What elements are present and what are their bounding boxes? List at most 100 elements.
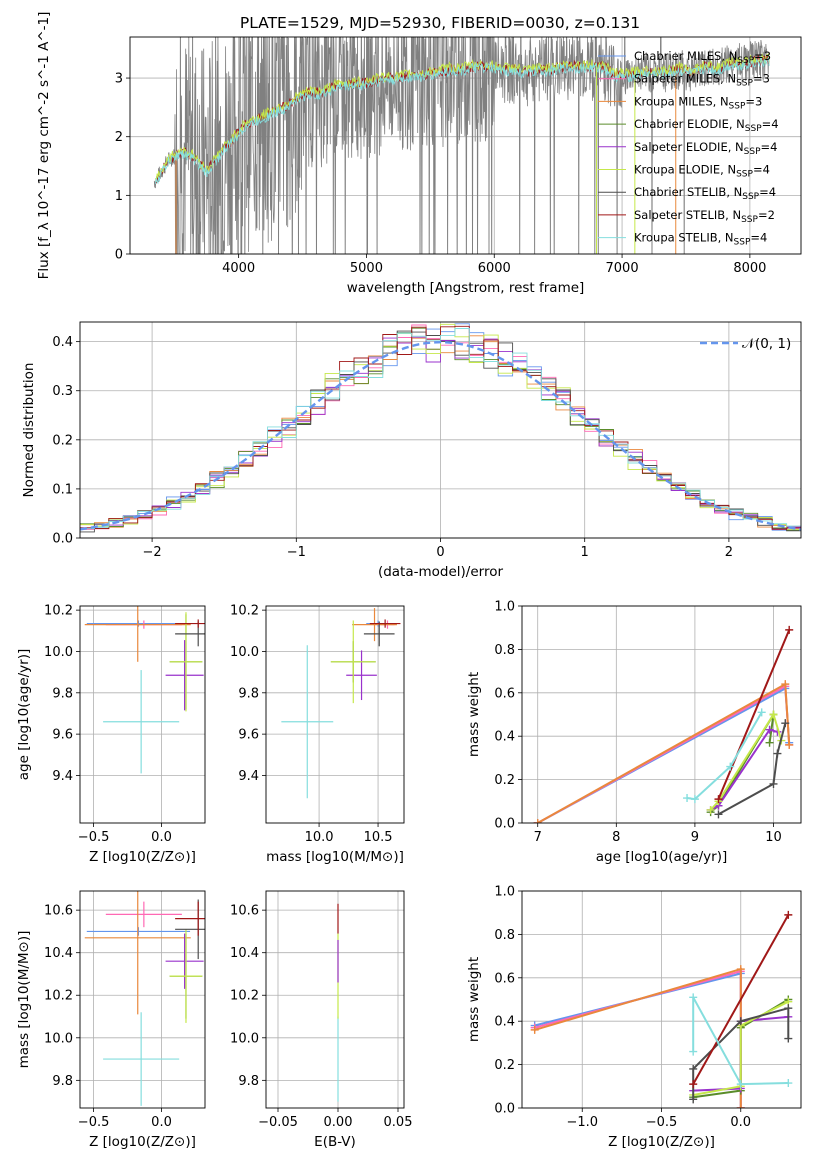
x-tick-label: 0.0: [730, 1115, 751, 1130]
x-tick-label: 8: [612, 830, 620, 845]
legend-label: Kroupa MILES, NSSP=3: [634, 94, 762, 111]
y-tick-label: 0.4: [52, 335, 73, 350]
weight-marker: [530, 1025, 539, 1034]
x-axis-label: age [log10(age/yr)]: [596, 849, 728, 865]
y-axis-label: mass weight: [466, 672, 482, 757]
weight-marker: [736, 965, 745, 974]
legend-subscript: SSP: [737, 56, 754, 66]
weight-marker: [689, 993, 698, 1002]
weight-marker: [714, 795, 723, 804]
weight-line: [692, 914, 790, 1085]
y-tick-label: 10.2: [44, 989, 73, 1004]
y-axis-label: Normed distribution: [21, 363, 37, 498]
mass-vs-metallicity-panel: −0.5 0.0 9.8 10.0 10.2 10.4 10.6 Z [log10(Z/Z⊙)…: [16, 890, 206, 1150]
x-tick-label: 10: [765, 830, 782, 845]
x-axis-label: E(B-V): [314, 1134, 356, 1150]
mass-vs-extinction-panel: −0.05 0.00 0.05 9.8 10.0 10.2 10.4 10.6 E(B-V): [230, 890, 412, 1150]
x-tick-label: 1: [581, 545, 589, 560]
x-axis-label: wavelength [Angstrom, rest frame]: [347, 280, 585, 296]
x-tick-label: 7000: [606, 261, 639, 276]
legend-subscript: SSP: [741, 215, 758, 225]
legend-subscript: SSP: [742, 192, 759, 202]
legend-value: =3: [745, 94, 762, 108]
weight-line: [534, 967, 742, 1108]
x-tick-label: −1.0: [566, 1115, 598, 1130]
y-tick-label: 1.0: [494, 600, 515, 615]
residual-histogram: [80, 323, 801, 530]
weight-marker: [785, 625, 794, 634]
y-axis-label: age [log10(age/yr)]: [16, 649, 32, 781]
legend-value: =4: [761, 140, 778, 154]
weight-marker: [784, 1034, 793, 1043]
y-tick-label: 0.1: [52, 482, 73, 497]
y-tick-label: 10.2: [44, 604, 73, 619]
x-tick-label: 6000: [478, 261, 511, 276]
residual-histogram: [80, 325, 801, 530]
weight-marker: [784, 1004, 793, 1013]
weight-marker: [736, 1080, 745, 1089]
legend-label: 𝒩(0, 1): [742, 336, 791, 352]
normal-distribution-curve: [80, 340, 801, 531]
y-tick-label: 9.6: [52, 728, 73, 743]
y-axis-label: mass weight: [466, 957, 482, 1042]
legend-value: =3: [754, 49, 771, 63]
x-tick-label: 10.0: [305, 830, 334, 845]
x-tick-label: 0.0: [151, 1115, 172, 1130]
axes-frame: [521, 890, 802, 1109]
x-axis-label: (data-model)/error: [378, 564, 504, 580]
x-axis-label: mass [log10(M/M⊙)]: [266, 849, 404, 865]
axes-frame: [79, 890, 206, 1109]
spectrum-panel: 4000 5000 6000 7000 8000 0 1 2 3 wavelength [Angs…: [36, 12, 802, 296]
y-tick-label: 0.0: [494, 817, 515, 832]
x-tick-label: 7: [534, 830, 542, 845]
y-tick-label: 10.0: [44, 1031, 73, 1046]
legend-label: Salpeter MILES, NSSP=3: [634, 72, 770, 89]
x-tick-label: 0.00: [324, 1115, 353, 1130]
y-tick-label: 0.4: [494, 1015, 515, 1030]
x-tick-label: 9: [691, 830, 699, 845]
axes-frame: [521, 605, 802, 824]
axes-frame: [129, 36, 802, 255]
legend-value: =4: [750, 231, 767, 245]
legend-label: Chabrier MILES, NSSP=3: [634, 49, 771, 66]
weight-marker: [533, 819, 542, 823]
y-tick-label: 9.8: [52, 1074, 73, 1089]
y-tick-label: 10.6: [44, 904, 73, 919]
x-tick-label: −0.5: [78, 830, 110, 845]
legend-value: =4: [762, 117, 779, 131]
x-axis-label: Z [log10(Z/Z⊙)]: [89, 1134, 196, 1150]
legend-value: =3: [753, 72, 770, 86]
legend-label: Chabrier ELODIE, NSSP=4: [634, 117, 779, 134]
weight-line: [710, 728, 778, 811]
observed-spectrum: [153, 37, 770, 254]
weight-marker: [757, 708, 766, 717]
plot-area: [80, 323, 801, 533]
x-tick-label: 8000: [733, 261, 766, 276]
weight-marker: [765, 738, 774, 747]
x-tick-label: −2: [143, 545, 162, 560]
weight-marker: [785, 740, 794, 749]
axes-frame: [79, 321, 802, 539]
x-tick-label: −0.5: [78, 1115, 110, 1130]
plot-area: [281, 608, 401, 799]
x-axis-label: Z [log10(Z/Z⊙)]: [89, 849, 196, 865]
weight-marker: [773, 749, 782, 758]
x-tick-label: 0: [436, 545, 444, 560]
y-tick-label: 9.6: [238, 728, 259, 743]
y-tick-label: 10.4: [44, 946, 73, 961]
y-tick-label: 2: [115, 130, 123, 145]
y-tick-label: 3: [115, 72, 123, 87]
age-vs-mass-panel: 10.0 10.5 9.4 9.6 9.8 10.0 10.2 mass [log10(M/M…: [230, 604, 405, 865]
weight-marker: [736, 1104, 745, 1108]
y-tick-label: 9.4: [238, 769, 259, 784]
x-tick-label: −0.05: [258, 1115, 298, 1130]
legend-label: Salpeter ELODIE, NSSP=4: [634, 140, 777, 157]
y-tick-label: 0.2: [52, 433, 73, 448]
y-tick-label: 1: [115, 189, 123, 204]
weight-line: [534, 972, 742, 1108]
y-tick-label: 0.0: [494, 1102, 515, 1117]
weight-marker: [689, 1064, 698, 1073]
weight-vs-metallicity-panel: −1.0 −0.5 0.0 0.0 0.2 0.4 0.6 0.8 1.0 Z [log10(Z/…: [466, 885, 802, 1150]
weight-line: [534, 969, 742, 1108]
model-spectrum: [155, 56, 770, 185]
